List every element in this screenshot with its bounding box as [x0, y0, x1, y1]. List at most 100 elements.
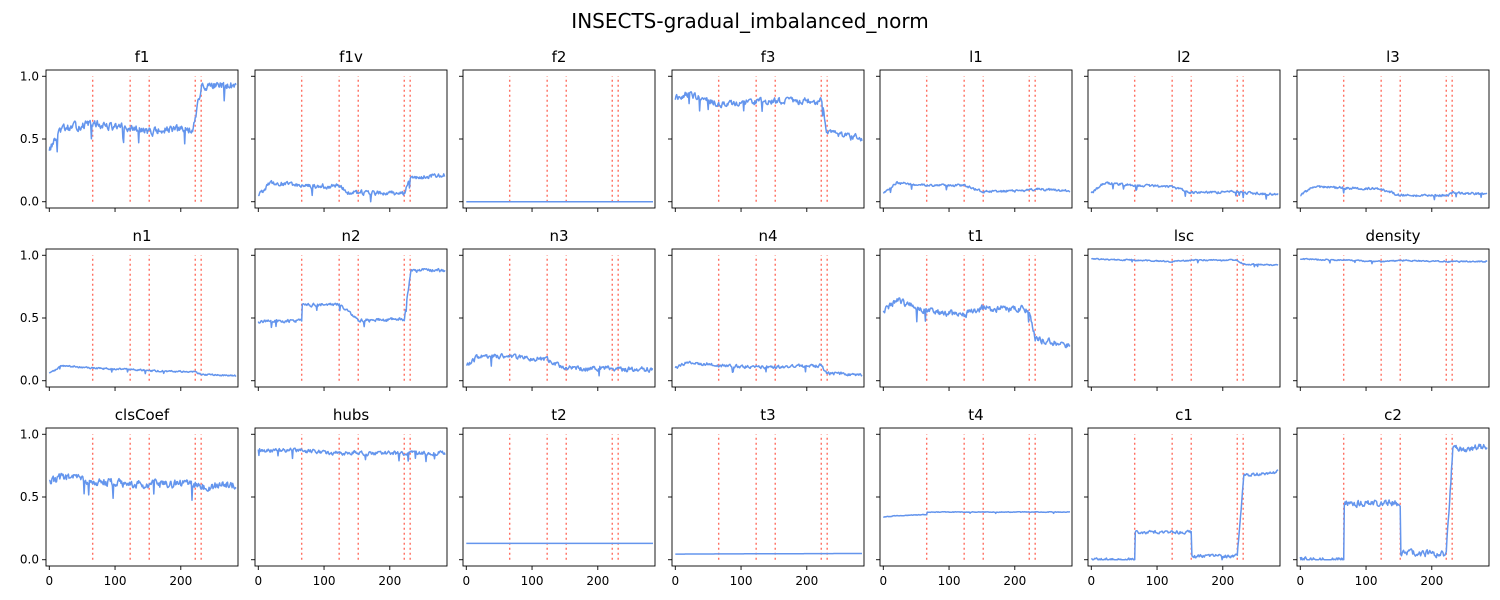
subplot-title: f1v	[339, 48, 363, 66]
series-line	[1300, 185, 1488, 201]
subplot-n1: n1 0.0 0.5 1.0	[20, 227, 239, 391]
axes-frame	[671, 248, 865, 388]
subplot-title: t3	[760, 406, 775, 424]
series-line	[882, 180, 1071, 194]
subplot-c2: c2 0 100 200	[1293, 406, 1490, 588]
subplot-f1: f1 0.0 0.5 1.0	[20, 48, 239, 212]
series-line	[257, 267, 446, 329]
series-line	[882, 297, 1071, 349]
subplot-l2: l2	[1084, 48, 1281, 212]
x-tick-label: 0	[462, 574, 470, 588]
axes-frame	[462, 427, 656, 567]
axes-frame	[1296, 248, 1490, 388]
x-tick-label: 100	[938, 574, 961, 588]
axes-frame	[879, 248, 1073, 388]
x-tick-label: 200	[1003, 574, 1026, 588]
figure-title: INSECTS-gradual_imbalanced_norm	[571, 9, 928, 33]
x-tick-label: 100	[521, 574, 544, 588]
subplot-t3: t3 0 100 200	[668, 406, 865, 588]
subplot-title: f2	[552, 48, 567, 66]
subplot-l1: l1	[876, 48, 1073, 212]
x-tick-label: 0	[45, 574, 53, 588]
subplot-title: t4	[968, 406, 983, 424]
series-line	[257, 173, 446, 203]
y-tick-label: 1.0	[20, 248, 39, 262]
x-tick-label: 200	[1211, 574, 1234, 588]
x-tick-label: 100	[1355, 574, 1378, 588]
subplot-lsc: lsc	[1084, 227, 1281, 391]
subplot-t2: t2 0 100 200	[459, 406, 656, 588]
x-tick-label: 0	[1087, 574, 1095, 588]
subplot-title: c2	[1384, 406, 1402, 424]
subplot-title: f1	[135, 48, 150, 66]
subplot-title: t1	[968, 227, 983, 245]
subplot-title: n2	[341, 227, 360, 245]
y-tick-label: 1.0	[20, 427, 39, 441]
series-line	[466, 352, 654, 377]
axes-frame	[1087, 427, 1281, 567]
subplot-t1: t1	[876, 227, 1073, 391]
series-line	[48, 472, 237, 501]
axes-frame	[671, 69, 865, 209]
series-line	[882, 510, 1071, 518]
y-tick-label: 0.5	[20, 311, 39, 325]
subplot-f1v: f1v	[251, 48, 448, 212]
series-line	[48, 364, 237, 377]
subplot-f2: f2	[459, 48, 656, 212]
x-tick-label: 0	[1296, 574, 1304, 588]
x-tick-label: 200	[586, 574, 609, 588]
x-tick-label: 200	[795, 574, 818, 588]
subplot-clsCoef: clsCoef 0 100 200 0.0 0.5 1.0	[20, 406, 239, 588]
series-line	[257, 447, 446, 463]
x-tick-label: 0	[671, 574, 679, 588]
subplot-title: density	[1366, 227, 1421, 245]
series-line	[1299, 257, 1488, 265]
y-tick-label: 0.5	[20, 490, 39, 504]
axes-frame	[254, 69, 448, 209]
subplot-title: f3	[761, 48, 776, 66]
axes-frame	[1087, 69, 1281, 209]
series-line	[48, 81, 237, 153]
axes-frame	[1087, 248, 1281, 388]
subplot-title: clsCoef	[115, 406, 170, 424]
subplot-density: density	[1293, 227, 1490, 391]
series-line	[1090, 181, 1279, 200]
y-tick-label: 0.0	[20, 195, 39, 209]
subplot-title: n3	[549, 227, 568, 245]
subplot-title: n1	[132, 227, 151, 245]
subplot-title: hubs	[333, 406, 370, 424]
axes-frame	[45, 69, 239, 209]
x-tick-label: 100	[313, 574, 336, 588]
subplot-l3: l3	[1293, 48, 1490, 212]
axes-frame	[671, 427, 865, 567]
series-line	[674, 360, 863, 377]
subplot-title: n4	[758, 227, 777, 245]
y-tick-label: 0.5	[20, 132, 39, 146]
subplot-title: l1	[969, 48, 983, 66]
series-line	[1299, 443, 1488, 561]
subplot-n4: n4	[668, 227, 865, 391]
y-tick-label: 0.0	[20, 553, 39, 567]
x-tick-label: 200	[1420, 574, 1443, 588]
subplot-title: lsc	[1174, 227, 1194, 245]
subplot-t4: t4 0 100 200	[876, 406, 1073, 588]
series-line	[674, 91, 863, 142]
subplot-n2: n2	[251, 227, 448, 391]
y-tick-label: 0.0	[20, 374, 39, 388]
x-tick-label: 100	[104, 574, 127, 588]
axes-frame	[45, 427, 239, 567]
subplot-f3: f3	[668, 48, 865, 212]
x-tick-label: 0	[879, 574, 887, 588]
series-line	[675, 552, 863, 555]
series-line	[1090, 469, 1279, 561]
x-tick-label: 200	[378, 574, 401, 588]
axes-frame	[462, 69, 656, 209]
subplot-c1: c1 0 100 200	[1084, 406, 1281, 588]
series-line	[1091, 257, 1279, 268]
y-tick-label: 1.0	[20, 69, 39, 83]
x-tick-label: 100	[730, 574, 753, 588]
subplot-title: l2	[1177, 48, 1191, 66]
subplot-grid: f1 0.0 0.5 1.0 f1v f2 f3 l1 l2 l3 n1 0.0 0.5 1.0 n2 n3 n…	[20, 48, 1490, 588]
subplot-n3: n3	[459, 227, 656, 391]
